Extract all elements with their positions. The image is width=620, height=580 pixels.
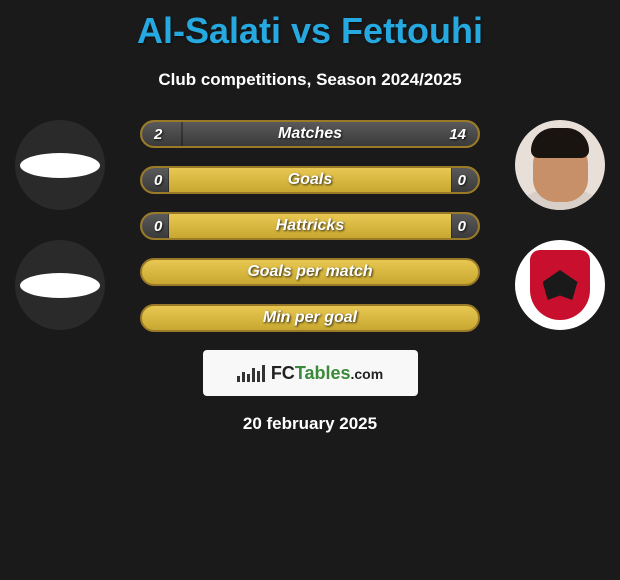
stat-label: Hattricks [276,217,344,235]
page-title: Al-Salati vs Fettouhi [0,0,620,52]
stat-row: 0 0 Hattricks [140,212,480,240]
stats-container: 2 14 Matches 0 0 Goals 0 0 Hattricks Goals per ma… [140,120,480,332]
fctables-brand[interactable]: FCTables.com [203,350,418,396]
stat-label: Min per goal [263,309,357,327]
stat-row: 0 0 Goals [140,166,480,194]
stat-row: 2 14 Matches [140,120,480,148]
chart-icon [237,365,265,382]
player-right-avatar [515,120,605,210]
stat-row: Goals per match [140,258,480,286]
stat-value-right: 0 [458,218,466,235]
stat-row: Min per goal [140,304,480,332]
stat-value-left: 2 [154,126,162,143]
stat-label: Goals [288,171,332,189]
stat-label: Matches [278,125,342,143]
date-label: 20 february 2025 [0,414,620,434]
stat-value-right: 14 [449,126,466,143]
club-right-badge [515,240,605,330]
stat-value-left: 0 [154,218,162,235]
club-left-badge [15,240,105,330]
player-left-avatar [15,120,105,210]
subtitle: Club competitions, Season 2024/2025 [0,70,620,90]
stat-value-left: 0 [154,172,162,189]
stat-label: Goals per match [247,263,372,281]
comparison-content: 2 14 Matches 0 0 Goals 0 0 Hattricks Goals per ma… [0,120,620,434]
brand-text: FCTables.com [271,363,383,384]
stat-value-right: 0 [458,172,466,189]
